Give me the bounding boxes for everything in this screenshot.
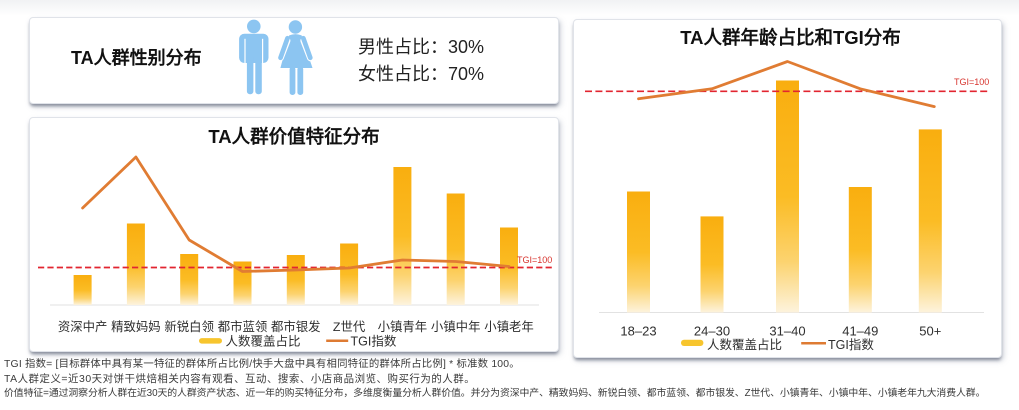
svg-text:Z世代: Z世代 — [333, 320, 366, 334]
svg-text:小镇青年: 小镇青年 — [378, 320, 428, 334]
svg-text:精致妈妈: 精致妈妈 — [111, 320, 161, 334]
svg-text:小镇老年: 小镇老年 — [484, 320, 534, 334]
svg-text:都市蓝领: 都市蓝领 — [218, 319, 268, 334]
svg-text:人数覆盖占比: 人数覆盖占比 — [707, 337, 782, 352]
svg-text:TGI指数: TGI指数 — [828, 337, 874, 352]
svg-text:小镇中年: 小镇中年 — [431, 319, 481, 334]
svg-text:31–40: 31–40 — [769, 323, 805, 338]
svg-text:人数覆盖占比: 人数覆盖占比 — [226, 333, 301, 348]
svg-text:新锐白领: 新锐白领 — [164, 319, 214, 334]
svg-text:50+: 50+ — [919, 323, 941, 338]
svg-text:TGI=100: TGI=100 — [517, 255, 552, 265]
svg-text:41–49: 41–49 — [842, 323, 878, 338]
svg-text:18–23: 18–23 — [620, 323, 656, 338]
svg-text:资深中产: 资深中产 — [58, 319, 108, 334]
svg-text:TGI=100: TGI=100 — [954, 77, 989, 87]
svg-text:TGI指数: TGI指数 — [351, 333, 397, 348]
svg-text:24–30: 24–30 — [694, 323, 730, 338]
svg-text:都市银发: 都市银发 — [271, 319, 321, 334]
